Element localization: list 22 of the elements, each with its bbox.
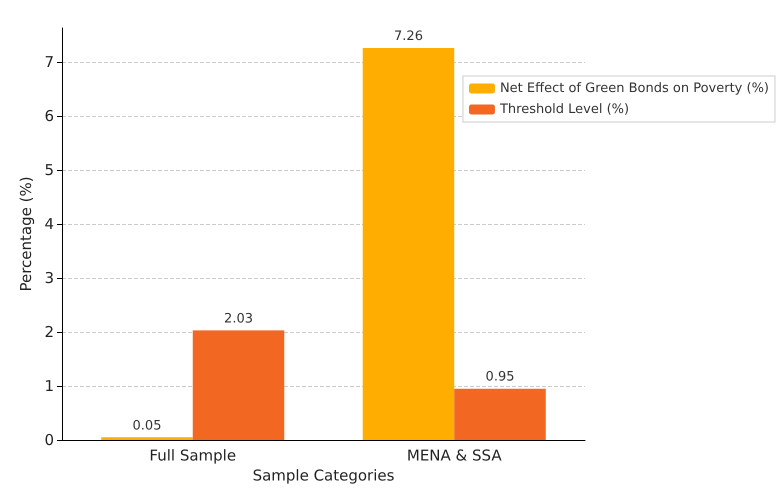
- legend-label: Net Effect of Green Bonds on Poverty (%): [500, 81, 770, 96]
- bar: [454, 388, 546, 440]
- bar: [192, 330, 284, 440]
- bar: [362, 48, 454, 440]
- legend-label: Threshold Level (%): [498, 102, 630, 117]
- y-axis-title: Percentage (%): [17, 176, 36, 292]
- y-tick-label: 3: [44, 269, 54, 288]
- data-label: 7.26: [394, 28, 423, 44]
- y-tick-label: 5: [44, 161, 54, 180]
- data-label: 0.95: [486, 370, 514, 385]
- x-axis-title: Sample Categories: [252, 466, 395, 484]
- y-tick-label: 1: [44, 377, 54, 396]
- y-tick-label: 4: [44, 215, 54, 234]
- y-tick-label: 2: [44, 323, 54, 342]
- x-tick-label: Full Sample: [149, 446, 236, 464]
- bar: [101, 437, 193, 440]
- y-tick-label: 0: [44, 431, 54, 449]
- y-tick-label: 6: [44, 107, 54, 126]
- data-label: 0.05: [132, 418, 162, 434]
- data-label: 2.03: [224, 311, 253, 326]
- x-tick-label: MENA & SSA: [406, 446, 502, 464]
- y-tick-label: 7: [44, 53, 54, 72]
